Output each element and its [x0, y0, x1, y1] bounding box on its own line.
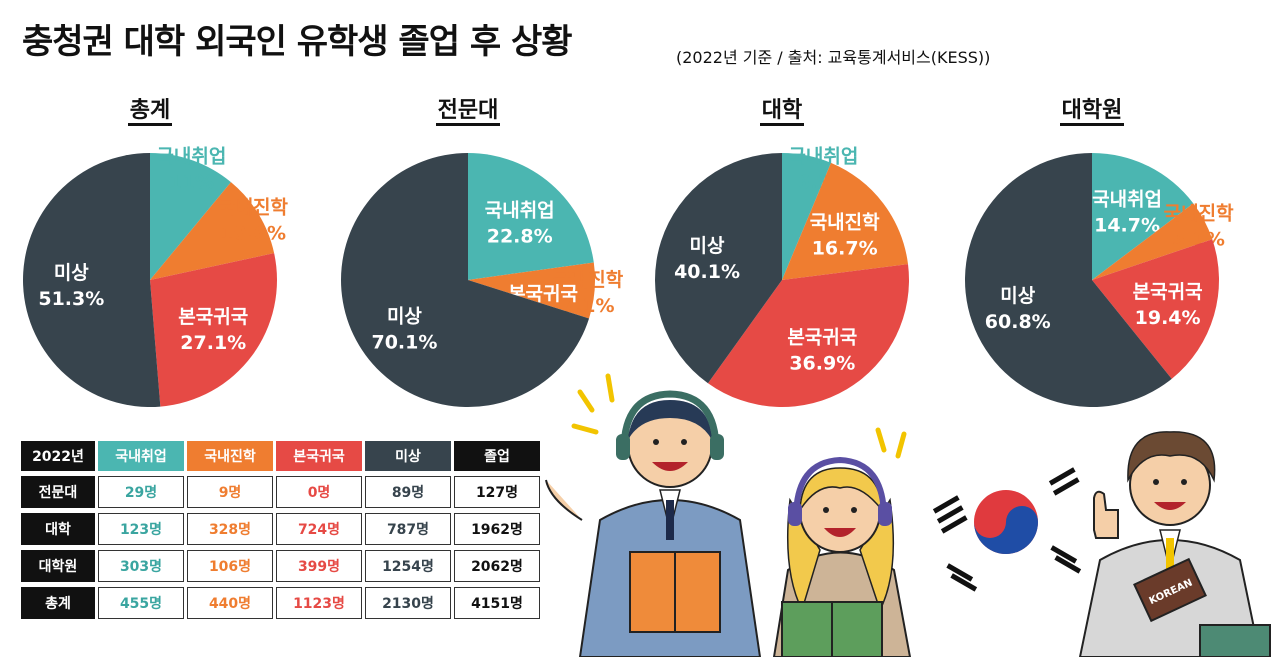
- pie-slice-unknown: [965, 153, 1172, 407]
- pie-chart-total: 총계 국내취업 11% 국내진학 10.6% 본국귀국 27.1% 미상 51.3%: [0, 92, 300, 410]
- table-row: 대학 123명 328명 724명 787명 1962명: [21, 513, 540, 545]
- table-cell: 29명: [98, 476, 184, 508]
- header-unknown: 미상: [365, 441, 451, 471]
- slice-category-label: 미상: [690, 235, 725, 257]
- pie-svg: 국내취업 11%국내진학 10.6% 본국귀국 27.1% 미상 51.3%: [23, 146, 289, 407]
- pie-chart-graduate-school: 대학원 국내취업 14.7% 국내진학 5.1% 본국귀국 19.4% 미상 60.8%: [942, 92, 1242, 410]
- slice-category-label: 국내취업: [485, 200, 555, 222]
- slice-category-label: 국내취업: [788, 146, 858, 168]
- pie-slice-domestic-study: [782, 162, 908, 280]
- table-cell: 127명: [454, 476, 540, 508]
- chart-title: 대학: [759, 98, 805, 126]
- slice-value-label: 7.1%: [562, 295, 615, 317]
- header-graduates: 졸업: [454, 441, 540, 471]
- slice-category-label: 국내진학: [553, 269, 623, 291]
- slice-value-label: 11%: [169, 172, 214, 194]
- row-label: 대학원: [21, 550, 95, 582]
- header-domestic-job: 국내취업: [98, 441, 184, 471]
- slice-category-label: 본국귀국: [787, 327, 857, 349]
- slice-category-label: 미상: [1000, 285, 1035, 307]
- chart-title: 대학원: [1059, 98, 1125, 126]
- row-label: 총계: [21, 587, 95, 619]
- table-cell: 1254명: [365, 550, 451, 582]
- slice-category-label: 본국귀국: [1133, 281, 1203, 303]
- students-illustration: KOREAN: [545, 373, 1271, 657]
- pie-slice-return-home: [150, 253, 277, 407]
- slice-value-label: 19.4%: [1135, 307, 1201, 329]
- pie-slice-domestic-study: [1092, 203, 1213, 280]
- table-cell: 123명: [98, 513, 184, 545]
- student-man-thumbs-up: KOREAN: [1078, 431, 1271, 657]
- stats-table: 2022년 국내취업 국내진학 본국귀국 미상 졸업 전문대 29명 9명 0명…: [18, 436, 543, 624]
- pie-slice-domestic-job: [150, 153, 231, 280]
- table-cell: 303명: [98, 550, 184, 582]
- slice-category-label: 미상: [54, 262, 89, 284]
- slice-value-label: 10.6%: [220, 222, 286, 244]
- chart-title: 총계: [127, 98, 173, 126]
- row-label: 전문대: [21, 476, 95, 508]
- slice-value-label: 51.3%: [38, 288, 104, 310]
- burst-lines: [571, 373, 907, 459]
- slice-value-label: 40.1%: [674, 261, 740, 283]
- slice-category-label: 국내진학: [810, 211, 880, 233]
- pie-slice-domestic-study: [468, 262, 595, 319]
- slice-category-label: 본국귀국: [178, 306, 248, 328]
- table-cell: 724명: [276, 513, 362, 545]
- table-cell: 1962명: [454, 513, 540, 545]
- slice-value-label: 22.8%: [487, 226, 553, 248]
- table-cell: 1123명: [276, 587, 362, 619]
- table-cell: 787명: [365, 513, 451, 545]
- row-label: 대학: [21, 513, 95, 545]
- slice-category-label: 국내진학: [218, 196, 288, 218]
- table-cell: 9명: [187, 476, 273, 508]
- pie-slice-unknown: [655, 153, 782, 384]
- table-row: 대학원 303명 106명 399명 1254명 2062명: [21, 550, 540, 582]
- korean-flag-icon: [932, 467, 1082, 592]
- table-cell: 328명: [187, 513, 273, 545]
- pie-slice-domestic-job: [1092, 153, 1194, 280]
- table-corner: 2022년: [21, 441, 95, 471]
- table-cell: 89명: [365, 476, 451, 508]
- table-cell: 399명: [276, 550, 362, 582]
- slice-value-label: 14.7%: [1094, 215, 1160, 237]
- student-boy-headphones: [545, 390, 762, 657]
- table-cell: 4151명: [454, 587, 540, 619]
- slice-value-label: 60.8%: [985, 311, 1051, 333]
- table-cell: 2130명: [365, 587, 451, 619]
- header-return-home: 본국귀국: [276, 441, 362, 471]
- pie-slice-unknown: [341, 153, 590, 407]
- slice-category-label: 미상: [387, 305, 422, 327]
- slice-category-label: 국내취업: [156, 146, 226, 168]
- table-row: 총계 455명 440명 1123명 2130명 4151명: [21, 587, 540, 619]
- slice-category-label: 국내진학: [1164, 203, 1234, 225]
- header-domestic-study: 국내진학: [187, 441, 273, 471]
- slice-value-label: 36.9%: [789, 353, 855, 375]
- pie-slice-domestic-study: [150, 182, 275, 280]
- table-cell: 106명: [187, 550, 273, 582]
- chart-title: 전문대: [435, 98, 501, 126]
- table-cell: 2062명: [454, 550, 540, 582]
- pie-slice-return-home: [1092, 239, 1219, 379]
- table-cell: 440명: [187, 587, 273, 619]
- table-header-row: 2022년 국내취업 국내진학 본국귀국 미상 졸업: [21, 441, 540, 471]
- slice-value-label: 70.1%: [371, 331, 437, 353]
- table-cell: 0명: [276, 476, 362, 508]
- pie-slice-domestic-job: [468, 153, 594, 280]
- table-cell: 455명: [98, 587, 184, 619]
- student-girl-headphones: [772, 456, 912, 657]
- table-row: 전문대 29명 9명 0명 89명 127명: [21, 476, 540, 508]
- slice-value-label: 16.7%: [812, 237, 878, 259]
- page-subtitle: (2022년 기준 / 출처: 교육통계서비스(KESS)): [676, 48, 991, 67]
- pie-slice-unknown: [23, 153, 161, 407]
- slice-value-label: 27.1%: [180, 332, 246, 354]
- pie-slice-domestic-job: [782, 153, 831, 280]
- pie-slice-return-home: [707, 264, 909, 408]
- slice-category-label: 국내취업: [1092, 189, 1162, 211]
- page-title: 충청권 대학 외국인 유학생 졸업 후 상황: [22, 22, 573, 62]
